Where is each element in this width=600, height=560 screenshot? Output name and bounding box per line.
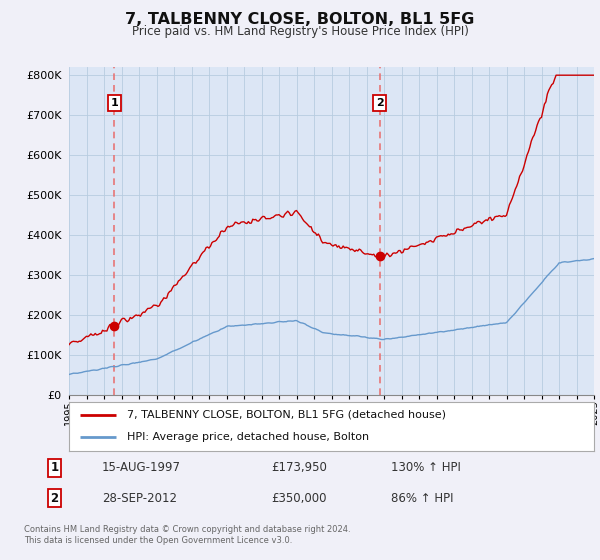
Text: 7, TALBENNY CLOSE, BOLTON, BL1 5FG: 7, TALBENNY CLOSE, BOLTON, BL1 5FG xyxy=(125,12,475,27)
Text: Price paid vs. HM Land Registry's House Price Index (HPI): Price paid vs. HM Land Registry's House … xyxy=(131,25,469,38)
Text: 130% ↑ HPI: 130% ↑ HPI xyxy=(391,461,461,474)
Text: £173,950: £173,950 xyxy=(271,461,327,474)
Text: HPI: Average price, detached house, Bolton: HPI: Average price, detached house, Bolt… xyxy=(127,432,369,442)
Text: 15-AUG-1997: 15-AUG-1997 xyxy=(102,461,181,474)
Text: Contains HM Land Registry data © Crown copyright and database right 2024.
This d: Contains HM Land Registry data © Crown c… xyxy=(24,525,350,545)
Text: 28-SEP-2012: 28-SEP-2012 xyxy=(102,492,177,505)
Text: 2: 2 xyxy=(376,98,383,108)
Text: 2: 2 xyxy=(50,492,58,505)
Text: 1: 1 xyxy=(110,98,118,108)
Text: £350,000: £350,000 xyxy=(271,492,327,505)
Text: 86% ↑ HPI: 86% ↑ HPI xyxy=(391,492,454,505)
Text: 1: 1 xyxy=(50,461,58,474)
Text: 7, TALBENNY CLOSE, BOLTON, BL1 5FG (detached house): 7, TALBENNY CLOSE, BOLTON, BL1 5FG (deta… xyxy=(127,410,446,420)
